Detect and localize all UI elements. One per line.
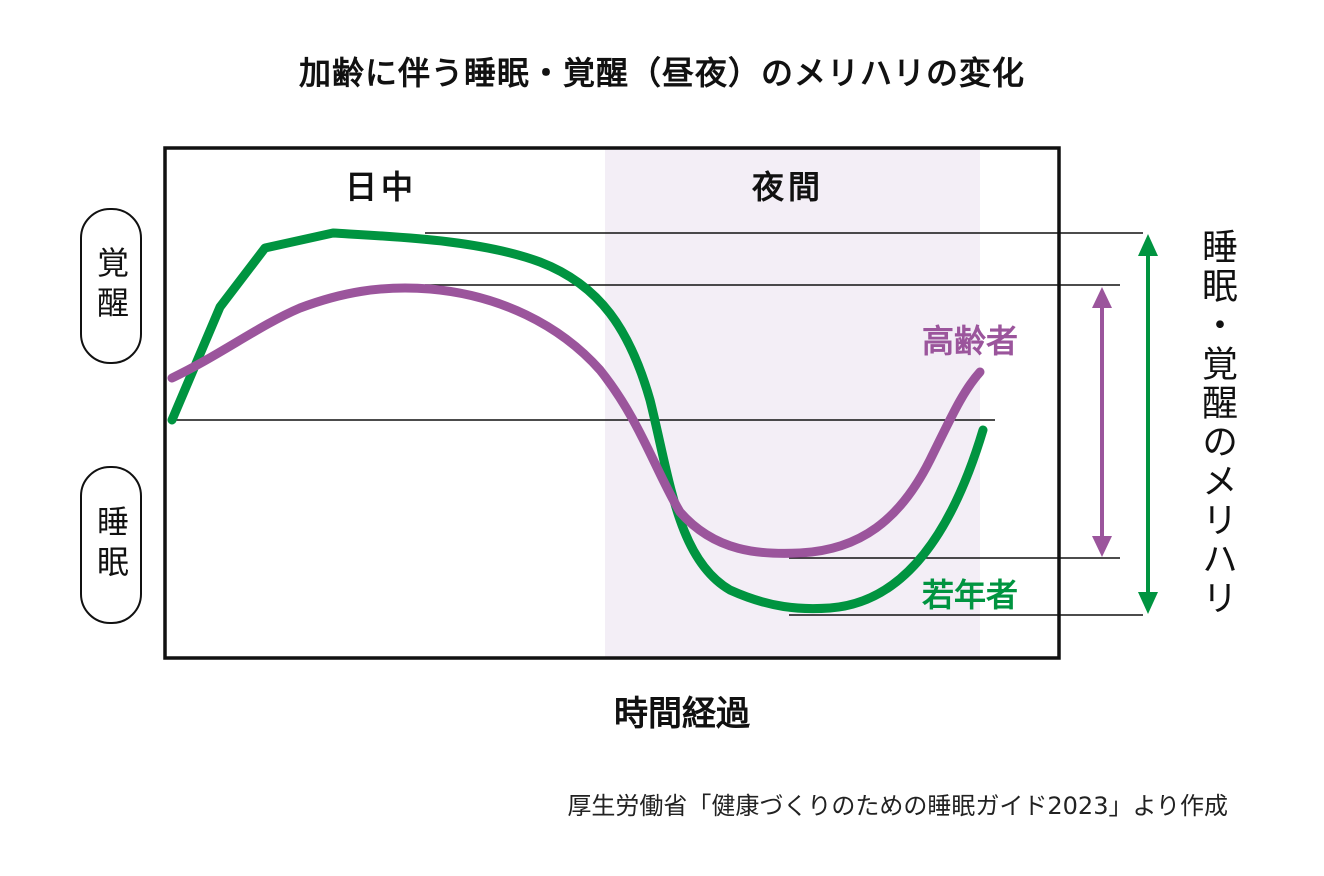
day-label: 日中 — [345, 168, 418, 206]
plot-frame — [163, 146, 1061, 660]
amplitude-label: 睡眠・覚醒のメリハリ — [1196, 228, 1237, 618]
night-label: 夜間 — [752, 168, 825, 206]
wake-label: 覚醒 — [80, 208, 142, 364]
young-label: 若年者 — [922, 576, 1019, 614]
young-amplitude-arrow — [1138, 234, 1158, 614]
x-axis-label: 時間経過 — [614, 694, 750, 734]
elderly-curve — [167, 283, 985, 558]
diagram-title: 加齢に伴う睡眠・覚醒（昼夜）のメリハリの変化 — [298, 54, 1025, 92]
elderly-label: 高齢者 — [922, 322, 1019, 360]
sleep-label: 睡眠 — [80, 466, 142, 624]
source-note: 厚生労働省「健康づくりのための睡眠ガイド2023」より作成 — [567, 792, 1228, 820]
elderly-amplitude-arrow — [1092, 287, 1112, 557]
